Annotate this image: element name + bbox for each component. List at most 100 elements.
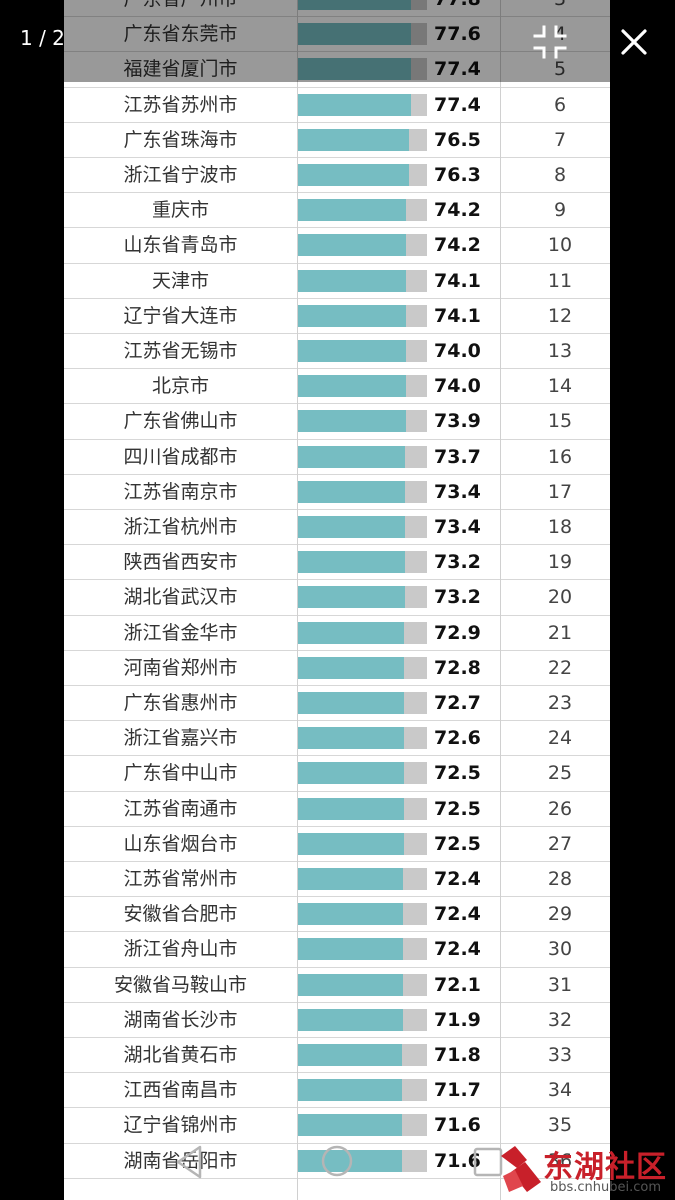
- score-bar-track: [297, 1008, 427, 1031]
- score-bar-track: [297, 0, 427, 10]
- score-bar-track: [297, 340, 427, 362]
- exit-fullscreen-button[interactable]: [532, 24, 568, 60]
- city-name: 湖北省武汉市: [123, 586, 238, 609]
- score-bar-track: [297, 269, 427, 292]
- close-button[interactable]: [614, 22, 654, 62]
- city-name: 广东省佛山市: [123, 410, 238, 433]
- score-value: 76.5: [434, 128, 481, 151]
- score-value: 74.1: [434, 269, 481, 292]
- rank-value: 36: [547, 1149, 573, 1172]
- city-name: 山东省烟台市: [123, 832, 238, 855]
- score-bar-track: [297, 938, 427, 961]
- score-bar: [297, 938, 404, 961]
- score-bar-track: [297, 762, 427, 785]
- rank-value: 23: [547, 692, 573, 714]
- city-name: 浙江省金华市: [123, 621, 238, 644]
- score-value: 72.4: [434, 868, 481, 890]
- score-bar: [297, 727, 404, 750]
- table-row: 天津市 74.1 11: [64, 264, 610, 299]
- score-bar-track: [297, 199, 427, 222]
- table-row: 湖南省长沙市 71.9 32: [64, 1003, 610, 1038]
- city-name: 江苏省南通市: [123, 797, 238, 820]
- rank-value: 6: [553, 93, 567, 116]
- nav-home-button[interactable]: [318, 1142, 356, 1180]
- table-row: 广东省惠州市 72.7 23: [64, 686, 610, 722]
- score-bar-track: [297, 797, 427, 820]
- score-value: 73.2: [434, 551, 481, 574]
- score-bar: [297, 375, 406, 398]
- score-value: 73.7: [434, 445, 481, 468]
- nav-recents-button[interactable]: [470, 1142, 506, 1182]
- score-bar-track: [297, 164, 427, 186]
- city-name: 浙江省嘉兴市: [123, 727, 238, 750]
- city-name: 江苏省常州市: [123, 868, 238, 890]
- table-row: 辽宁省大连市 74.1 12: [64, 299, 610, 334]
- score-bar-track: [297, 375, 427, 398]
- table-row: 广东省中山市 72.5 25: [64, 756, 610, 792]
- table-row: 辽宁省锦州市 71.6 35: [64, 1108, 610, 1144]
- rank-value: 18: [547, 516, 573, 538]
- score-bar-track: [297, 692, 427, 714]
- score-bar: [297, 93, 411, 116]
- score-value: 72.1: [434, 973, 481, 996]
- score-bar: [297, 58, 411, 81]
- table-row: 江苏省常州市 72.4 28: [64, 862, 610, 898]
- score-value: 71.6: [434, 1149, 481, 1172]
- score-value: 74.2: [434, 199, 481, 222]
- table-row: 浙江省杭州市 73.4 18: [64, 510, 610, 546]
- city-name: 北京市: [151, 375, 209, 398]
- rank-value: 16: [547, 445, 573, 468]
- rank-value: 7: [553, 128, 567, 151]
- score-value: 72.8: [434, 656, 481, 679]
- table-row: 安徽省马鞍山市 72.1 31: [64, 968, 610, 1003]
- watermark-logo-icon: [501, 1146, 541, 1192]
- score-value: 74.0: [434, 375, 481, 398]
- table-row: 广东省广州市 77.8 3: [64, 0, 610, 18]
- score-value: 76.3: [434, 164, 481, 186]
- table-row: 湖北省黄石市 71.8 33: [64, 1038, 610, 1074]
- score-bar: [297, 868, 404, 890]
- city-name: 天津市: [151, 269, 209, 292]
- score-value: 71.6: [434, 1114, 481, 1137]
- rank-value: 11: [547, 269, 573, 292]
- score-value: 72.6: [434, 727, 481, 750]
- rank-value: 29: [547, 903, 573, 926]
- rank-value: 3: [500, 0, 610, 17]
- score-bar: [297, 656, 404, 679]
- score-bar-track: [297, 304, 427, 327]
- score-value: 71.8: [434, 1044, 481, 1066]
- score-bar: [297, 1008, 403, 1031]
- score-value: 73.4: [434, 480, 481, 503]
- score-bar: [297, 551, 405, 574]
- nav-back-button[interactable]: [172, 1142, 208, 1182]
- city-name: 湖南省长沙市: [123, 1008, 238, 1031]
- score-bar-track: [297, 656, 427, 679]
- score-bar-track: [297, 621, 427, 644]
- rank-value: 25: [547, 762, 573, 785]
- score-bar-track: [297, 973, 427, 996]
- table-row: 湖北省武汉市 73.2 20: [64, 580, 610, 616]
- score-value: 72.4: [434, 903, 481, 926]
- score-bar-track: [297, 868, 427, 890]
- table-row: 江苏省南京市 73.4 17: [64, 475, 610, 510]
- score-bar-track: [297, 832, 427, 855]
- score-bar: [297, 128, 410, 151]
- table-row: 浙江省金华市 72.9 21: [64, 616, 610, 651]
- score-bar: [297, 692, 404, 714]
- rank-value: 14: [547, 375, 573, 398]
- city-name: 山东省青岛市: [123, 234, 238, 257]
- rank-value: 26: [547, 797, 573, 820]
- back-triangle-icon: [176, 1145, 202, 1179]
- score-bar-track: [297, 1079, 427, 1102]
- score-bar: [297, 269, 406, 292]
- score-bar-track: [297, 551, 427, 574]
- table-row: 陕西省西安市 73.2 19: [64, 545, 610, 581]
- ranking-table: 广东省广州市77.83广东省东莞市77.64福建省厦门市77.45江苏省苏州市7…: [64, 0, 610, 1200]
- score-bar: [297, 164, 410, 186]
- score-value: 77.4: [434, 58, 481, 81]
- score-bar-track: [297, 903, 427, 926]
- table-row: 福建省厦门市 77.4 5: [64, 52, 610, 88]
- table-row: 河南省郑州市 72.8 22: [64, 651, 610, 686]
- city-name: 江苏省苏州市: [123, 93, 238, 116]
- score-bar: [297, 234, 406, 257]
